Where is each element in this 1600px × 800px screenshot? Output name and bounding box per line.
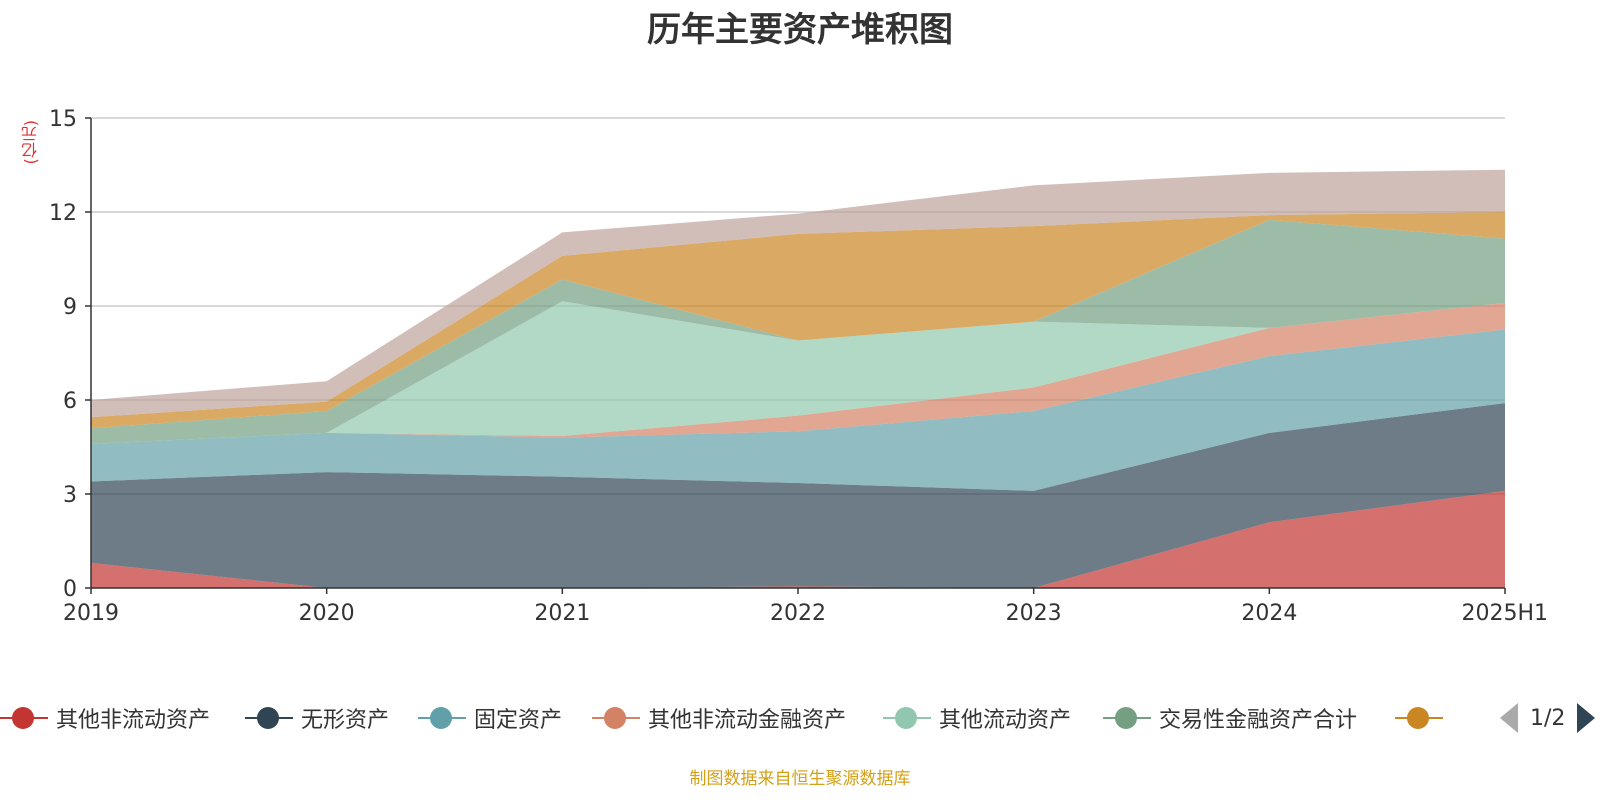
- x-tick-label: 2021: [534, 601, 590, 626]
- legend-item-5[interactable]: 交易性金融资产合计: [1103, 700, 1357, 736]
- axes: 0 3 6 9 12 15 2019 2020 2021 2022 2023 2024 2025H1: [49, 107, 1548, 626]
- legend-marker-icon: [1103, 700, 1151, 736]
- area-series: [91, 169, 1505, 588]
- legend-item-2[interactable]: 固定资产: [418, 700, 562, 736]
- area-series-2: [91, 329, 1505, 491]
- area-series-1: [91, 403, 1505, 588]
- y-tick-label: 12: [49, 201, 77, 226]
- stacked-area-chart: 0 3 6 9 12 15 2019 2020 2021 2022 2023 2024 2025H1: [49, 107, 1548, 626]
- legend-label: 固定资产: [474, 708, 563, 733]
- legend-page-indicator: 1/2: [1530, 705, 1566, 731]
- legend-item-6[interactable]: [1395, 700, 1443, 736]
- legend: 其他非流动资产 无形资产 固定资产 其他非流动金融资产 其他流动资产 交易性金融资产合计 …: [0, 700, 1600, 736]
- area-series-7: [91, 169, 1505, 418]
- legend-marker-icon: [883, 700, 931, 736]
- legend-label: 其他非流动金融资产: [648, 708, 847, 733]
- legend-label: 其他流动资产: [939, 708, 1072, 733]
- y-tick-label: 9: [63, 295, 77, 320]
- y-tick-label: 6: [63, 389, 77, 414]
- legend-item-0[interactable]: 其他非流动资产: [0, 700, 210, 736]
- y-tick-label: 15: [49, 107, 77, 132]
- x-tick-label: 2019: [63, 601, 119, 626]
- triangle-right-icon[interactable]: [1577, 703, 1596, 733]
- x-tick-label: 2024: [1241, 601, 1297, 626]
- area-series-5: [91, 219, 1505, 444]
- area-series-6: [91, 212, 1505, 429]
- legend-marker-icon: [0, 700, 48, 736]
- legend-marker-icon: [418, 700, 466, 736]
- data-source-note: 制图数据来自恒生聚源数据库: [689, 769, 911, 789]
- y-tick-label: 3: [63, 483, 77, 508]
- legend-marker-icon: [245, 700, 293, 736]
- x-tick-label: 2022: [770, 601, 826, 626]
- area-series-4: [91, 301, 1505, 444]
- legend-marker-icon: [592, 700, 640, 736]
- x-tick-label: 2023: [1006, 601, 1062, 626]
- legend-label: 无形资产: [301, 708, 390, 733]
- chart-title: 历年主要资产堆积图: [647, 10, 953, 50]
- legend-label: 其他非流动资产: [56, 708, 211, 733]
- triangle-left-icon[interactable]: [1500, 703, 1518, 733]
- x-tick-label: 2025H1: [1461, 601, 1548, 626]
- legend-item-3[interactable]: 其他非流动金融资产: [592, 700, 846, 736]
- y-tick-label: 0: [63, 577, 77, 602]
- legend-marker-icon: [1395, 700, 1443, 736]
- legend-pager: 1/2: [1500, 700, 1596, 736]
- area-series-0: [91, 490, 1505, 588]
- legend-label: 交易性金融资产合计: [1159, 708, 1358, 733]
- legend-item-4[interactable]: 其他流动资产: [883, 700, 1071, 736]
- x-tick-label: 2020: [299, 601, 355, 626]
- legend-item-1[interactable]: 无形资产: [245, 700, 389, 736]
